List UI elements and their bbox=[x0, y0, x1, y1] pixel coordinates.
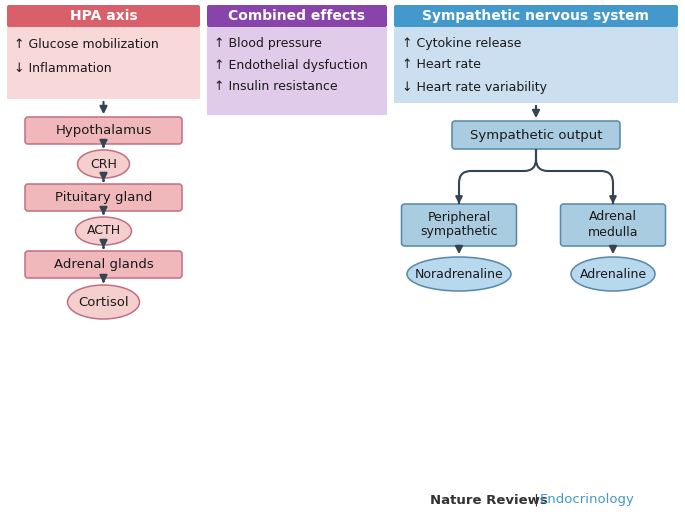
Text: Cortisol: Cortisol bbox=[78, 296, 129, 308]
Text: ↑ Cytokine release: ↑ Cytokine release bbox=[402, 37, 521, 49]
Text: ↑ Heart rate: ↑ Heart rate bbox=[402, 59, 481, 72]
FancyBboxPatch shape bbox=[401, 204, 516, 246]
Text: sympathetic: sympathetic bbox=[421, 226, 498, 238]
Text: HPA axis: HPA axis bbox=[70, 9, 137, 23]
FancyBboxPatch shape bbox=[394, 5, 678, 27]
Text: Peripheral: Peripheral bbox=[427, 211, 490, 224]
Text: |: | bbox=[530, 493, 543, 506]
Text: ↑ Endothelial dysfuction: ↑ Endothelial dysfuction bbox=[214, 59, 368, 72]
Text: Adrenaline: Adrenaline bbox=[580, 267, 647, 281]
Ellipse shape bbox=[571, 257, 655, 291]
Text: ↑ Glucose mobilization: ↑ Glucose mobilization bbox=[14, 39, 159, 52]
FancyBboxPatch shape bbox=[560, 204, 666, 246]
Ellipse shape bbox=[77, 150, 129, 178]
Text: Noradrenaline: Noradrenaline bbox=[414, 267, 503, 281]
Text: Sympathetic output: Sympathetic output bbox=[470, 129, 602, 142]
FancyBboxPatch shape bbox=[207, 5, 387, 27]
Text: Adrenal: Adrenal bbox=[589, 211, 637, 224]
FancyBboxPatch shape bbox=[207, 27, 387, 115]
Ellipse shape bbox=[68, 285, 140, 319]
Text: ↓ Inflammation: ↓ Inflammation bbox=[14, 62, 112, 76]
FancyBboxPatch shape bbox=[452, 121, 620, 149]
Text: Nature Reviews: Nature Reviews bbox=[430, 493, 548, 506]
Text: Combined effects: Combined effects bbox=[229, 9, 366, 23]
Text: ↓ Heart rate variability: ↓ Heart rate variability bbox=[402, 80, 547, 94]
Text: Hypothalamus: Hypothalamus bbox=[55, 124, 151, 137]
FancyBboxPatch shape bbox=[7, 5, 200, 27]
Text: Endocrinology: Endocrinology bbox=[540, 493, 635, 506]
Text: ↑ Blood pressure: ↑ Blood pressure bbox=[214, 37, 322, 49]
Text: Adrenal glands: Adrenal glands bbox=[53, 258, 153, 271]
Ellipse shape bbox=[75, 217, 132, 245]
Text: Sympathetic nervous system: Sympathetic nervous system bbox=[423, 9, 649, 23]
Text: CRH: CRH bbox=[90, 158, 117, 170]
Text: Pituitary gland: Pituitary gland bbox=[55, 191, 152, 204]
Ellipse shape bbox=[407, 257, 511, 291]
FancyBboxPatch shape bbox=[7, 27, 200, 99]
Text: medulla: medulla bbox=[588, 226, 638, 238]
Text: ↑ Insulin resistance: ↑ Insulin resistance bbox=[214, 80, 338, 94]
FancyBboxPatch shape bbox=[394, 27, 678, 103]
FancyBboxPatch shape bbox=[25, 184, 182, 211]
Text: ACTH: ACTH bbox=[86, 225, 121, 237]
FancyBboxPatch shape bbox=[25, 251, 182, 278]
FancyBboxPatch shape bbox=[25, 117, 182, 144]
